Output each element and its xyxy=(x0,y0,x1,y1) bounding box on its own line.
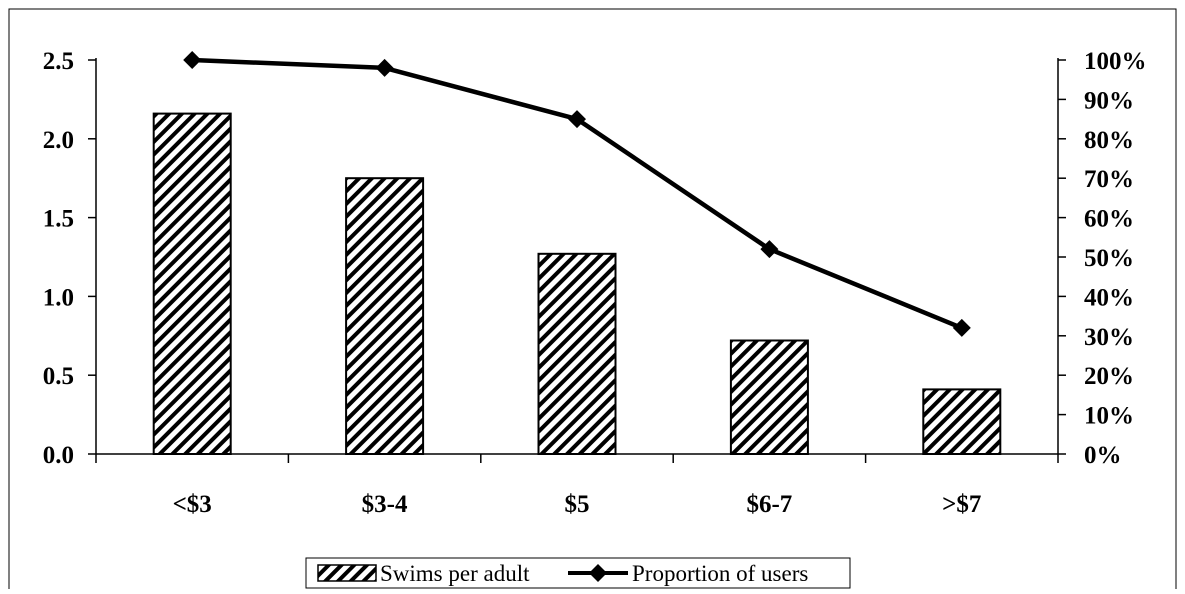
y-right-tick-label: 70% xyxy=(1084,166,1134,193)
bar-5[interactable] xyxy=(922,388,1002,455)
y-right-tick-label: 30% xyxy=(1084,324,1134,351)
y-right-tick-label: 60% xyxy=(1084,206,1134,233)
legend-swatch-bars xyxy=(317,564,377,582)
line-point-1[interactable] xyxy=(183,51,202,69)
line-point-4[interactable] xyxy=(760,240,779,259)
line-point-5[interactable] xyxy=(952,318,971,337)
chart-area-border xyxy=(8,8,1177,589)
line-point-2[interactable] xyxy=(375,58,394,77)
line-point-3[interactable] xyxy=(568,110,586,129)
y-left-tick-label: 0.0 xyxy=(43,442,74,469)
bar-1[interactable] xyxy=(152,112,232,455)
y-left-tick-label: 0.5 xyxy=(43,363,74,390)
x-tick-label: $3-4 xyxy=(362,491,408,518)
y-right-tick-label: 90% xyxy=(1084,87,1134,114)
y-right-tick-label: 0% xyxy=(1084,442,1122,469)
y-left-tick-label: 1.0 xyxy=(43,284,74,311)
legend-label-bars: Swims per adult xyxy=(380,561,530,586)
bar-3[interactable] xyxy=(537,252,617,455)
x-tick-label: $5 xyxy=(565,491,590,518)
legend-marker-diamond xyxy=(589,564,607,582)
y-right-tick-label: 50% xyxy=(1084,245,1134,272)
y-right-tick-label: 80% xyxy=(1084,127,1134,154)
y-right-tick-label: 10% xyxy=(1084,403,1134,430)
bar-2[interactable] xyxy=(345,177,425,455)
y-right-tick-label: 100% xyxy=(1084,48,1147,75)
y-left-tick-label: 2.5 xyxy=(43,48,74,75)
y-right-tick-label: 20% xyxy=(1084,363,1134,390)
bar-4[interactable] xyxy=(729,339,809,455)
y-left-tick-label: 1.5 xyxy=(43,206,74,233)
x-tick-label: $6-7 xyxy=(746,491,792,518)
x-tick-label: <$3 xyxy=(173,491,212,518)
x-tick-label: >$7 xyxy=(942,491,981,518)
y-left-tick-label: 2.0 xyxy=(43,127,74,154)
legend-label-line: Proportion of users xyxy=(632,561,808,586)
y-right-tick-label: 40% xyxy=(1084,284,1134,311)
